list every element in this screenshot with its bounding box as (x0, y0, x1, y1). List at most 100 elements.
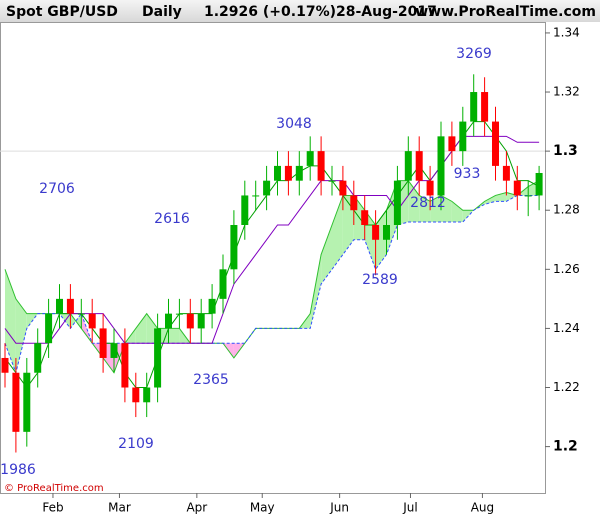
annotation: 2812 (410, 195, 446, 211)
candle-body (404, 151, 412, 181)
candle-body (459, 121, 467, 152)
candle-body (88, 313, 96, 329)
candle-body (306, 151, 314, 166)
cloud (375, 210, 387, 270)
candle-body (535, 172, 543, 196)
site: www.ProRealTime.com (415, 4, 596, 20)
plot-frame (0, 22, 546, 494)
candle-body (186, 313, 194, 329)
candle-body (1, 357, 9, 373)
y-tick-label: 1.32 (553, 85, 580, 99)
candle-body (350, 195, 358, 211)
candle-body (12, 372, 20, 432)
candle-body (175, 313, 183, 315)
candle-body (481, 92, 489, 122)
candle-body (295, 165, 303, 181)
candle-body (383, 224, 390, 240)
candle-body (415, 151, 423, 181)
candle-body (393, 180, 401, 225)
cloud (15, 298, 27, 373)
cloud (451, 201, 463, 223)
candle-body (426, 180, 434, 196)
x-tick-label: Aug (471, 501, 494, 515)
annotation: 2109 (118, 436, 154, 452)
cloud (5, 269, 16, 373)
annotation: 3048 (276, 116, 312, 132)
annotation: 1986 (0, 462, 36, 478)
candle-body (470, 92, 478, 122)
symbol: Spot GBP/USD (6, 4, 118, 20)
period: Daily (142, 4, 182, 20)
candle-body (317, 151, 325, 181)
candle-body (284, 165, 292, 181)
candle-body (23, 372, 31, 432)
candle-body (132, 387, 140, 403)
cloud (441, 195, 452, 223)
date: 28-Aug-2017 (336, 4, 437, 20)
candle-body (197, 313, 205, 329)
cloud (310, 254, 322, 329)
candle-body (143, 387, 151, 403)
cloud (168, 328, 180, 344)
cloud (135, 313, 147, 344)
candle-body (219, 269, 227, 299)
cloud (321, 224, 332, 285)
candle-body (154, 328, 162, 388)
candle-body (208, 298, 216, 314)
x-tick-label: Mar (108, 501, 131, 515)
candle-body (437, 136, 445, 196)
candle-body (121, 343, 129, 388)
candle-body (77, 313, 85, 315)
candle-body (372, 224, 380, 240)
candle-body (448, 136, 456, 152)
x-tick-label: Apr (186, 501, 207, 515)
x-tick-label: May (250, 501, 275, 515)
copyright: © ProRealTime.com (4, 483, 104, 494)
candle-body (274, 165, 281, 181)
candle-body (165, 313, 172, 329)
last-price: 1.2926 (+0.17%) (204, 4, 336, 20)
cloud (430, 195, 441, 223)
annotation: 2589 (362, 272, 398, 288)
y-tick-label: 1.28 (553, 203, 580, 217)
candle-body (45, 313, 53, 344)
candle-body (502, 165, 510, 181)
candle-body (492, 121, 499, 166)
y-tick-label: 1.2 (553, 439, 578, 455)
y-tick-label: 1.26 (553, 262, 580, 276)
candle-body (66, 298, 74, 314)
candle-body (34, 343, 42, 373)
y-tick-label: 1.34 (553, 25, 580, 39)
candle-body (513, 180, 521, 196)
candle-body (110, 343, 118, 358)
annotation: 933 (454, 166, 481, 182)
y-tick-label: 1.3 (553, 143, 578, 159)
candle-body (241, 195, 249, 225)
candle-body (339, 180, 347, 196)
candle-body (328, 180, 336, 182)
indicator-line (4, 121, 540, 389)
annotation: 2365 (193, 372, 229, 388)
candle-body (56, 298, 63, 314)
annotation: 3269 (456, 46, 492, 62)
annotation: 2616 (154, 211, 190, 227)
x-tick-label: Jul (402, 501, 417, 515)
x-tick-label: Jun (329, 501, 349, 515)
y-tick-label: 1.24 (553, 321, 580, 335)
candle-body (361, 210, 369, 225)
cloud (419, 195, 431, 223)
cloud (332, 195, 343, 270)
candle-body (99, 328, 107, 358)
candle-body (263, 180, 271, 196)
cloud (506, 192, 518, 202)
span-b (4, 194, 540, 375)
header-bar (0, 0, 600, 22)
cloud (462, 210, 474, 223)
x-tick-label: Feb (42, 501, 63, 515)
candle-body (230, 224, 238, 270)
candle-body (252, 195, 260, 197)
y-tick-label: 1.22 (553, 380, 580, 394)
candle-body (524, 195, 532, 197)
annotation: 2706 (39, 181, 75, 197)
